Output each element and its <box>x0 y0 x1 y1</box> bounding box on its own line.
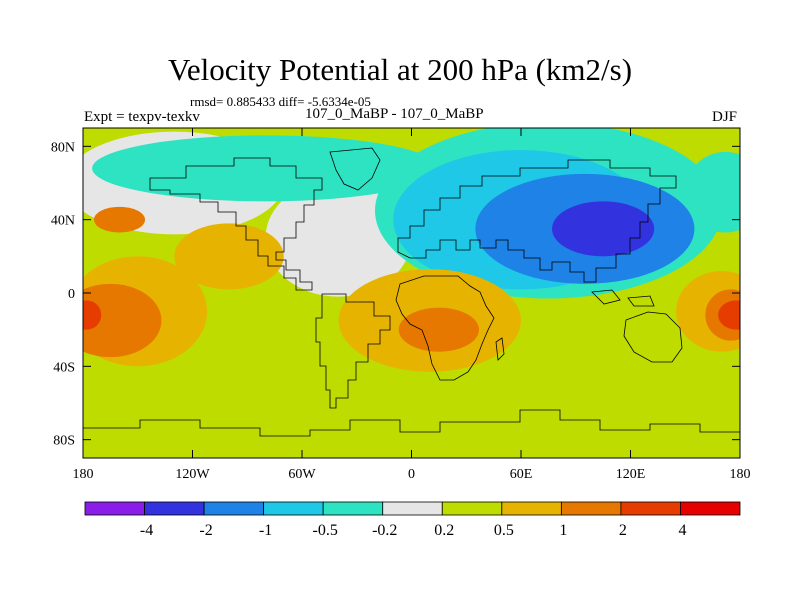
field-region-8 <box>552 201 655 257</box>
coastline-north-america <box>149 157 323 291</box>
period-label: 107_0_MaBP - 107_0_MaBP <box>305 106 484 122</box>
colorbar-swatch <box>501 501 562 516</box>
colorbar-label: 4 <box>678 522 686 539</box>
colorbar-swatch <box>322 501 384 516</box>
field-region-2 <box>265 179 412 297</box>
field-region-14 <box>93 206 146 233</box>
colorbar-label: 2 <box>619 522 627 539</box>
x-tick-label: 0 <box>408 467 415 482</box>
field-layer <box>83 128 740 458</box>
y-tick-label: 40N <box>51 214 75 229</box>
colorbar-label: -4 <box>140 522 153 539</box>
field-region-3 <box>92 135 439 202</box>
field-region-5 <box>685 151 740 233</box>
colorbar-label: 0.5 <box>494 522 514 539</box>
field-region-15 <box>398 307 480 352</box>
colorbar-swatch <box>84 501 145 516</box>
colorbar-label: -1 <box>259 522 272 539</box>
x-tick-label: 120W <box>175 467 210 482</box>
coastline-eurasia <box>397 159 677 283</box>
coastline-australia <box>623 311 683 363</box>
x-tick-label: 60E <box>510 467 533 482</box>
field-region-18 <box>718 300 740 330</box>
colorbar-label: 1 <box>559 522 567 539</box>
colorbar-swatch <box>263 501 324 516</box>
coastline-south-america <box>315 293 391 409</box>
colorbar-swatch <box>680 501 741 516</box>
field-region-13 <box>83 283 162 358</box>
chart-title: Velocity Potential at 200 hPa (km2/s) <box>167 52 633 87</box>
y-tick-label: 0 <box>68 287 75 302</box>
experiment-label: Expt = texpv-texkv <box>84 109 200 125</box>
coastline-madagascar <box>495 337 505 361</box>
x-tick-label: 180 <box>730 467 751 482</box>
coastline-africa <box>395 275 495 381</box>
colorbar-swatch <box>441 501 503 516</box>
colorbar-swatch <box>203 501 265 516</box>
colorbar-swatch <box>560 501 622 516</box>
coastline-greenland <box>329 147 381 191</box>
colorbar: -4 -2 -1 -0.5 -0.2 0.2 0.5 1 2 4 <box>84 501 741 539</box>
coastline-antarctica <box>83 409 740 437</box>
y-tick-label: 40S <box>53 360 75 375</box>
colorbar-label: -0.5 <box>313 522 338 539</box>
y-tick-label: 80S <box>53 434 75 449</box>
x-tick-label: 120E <box>616 467 646 482</box>
coastline-maritime-continent <box>591 289 655 307</box>
x-tick-label: 180 <box>73 467 94 482</box>
axes-layer: 180 120W 60W 0 60E 120E 180 80N 40N 0 40S 80S <box>51 128 751 482</box>
colorbar-swatch <box>620 501 681 516</box>
stats-label: rmsd= 0.885433 diff= -5.6334e-05 <box>190 94 371 109</box>
colorbar-label: -2 <box>199 522 212 539</box>
coastline-layer <box>83 147 740 437</box>
season-label: DJF <box>712 109 738 125</box>
colorbar-swatch <box>382 501 443 516</box>
colorbar-swatch <box>144 501 205 516</box>
colorbar-label: 0.2 <box>434 522 454 539</box>
field-region-17 <box>83 300 102 330</box>
x-tick-label: 60W <box>288 467 316 482</box>
y-tick-label: 80N <box>51 140 75 155</box>
colorbar-label: -0.2 <box>372 522 397 539</box>
